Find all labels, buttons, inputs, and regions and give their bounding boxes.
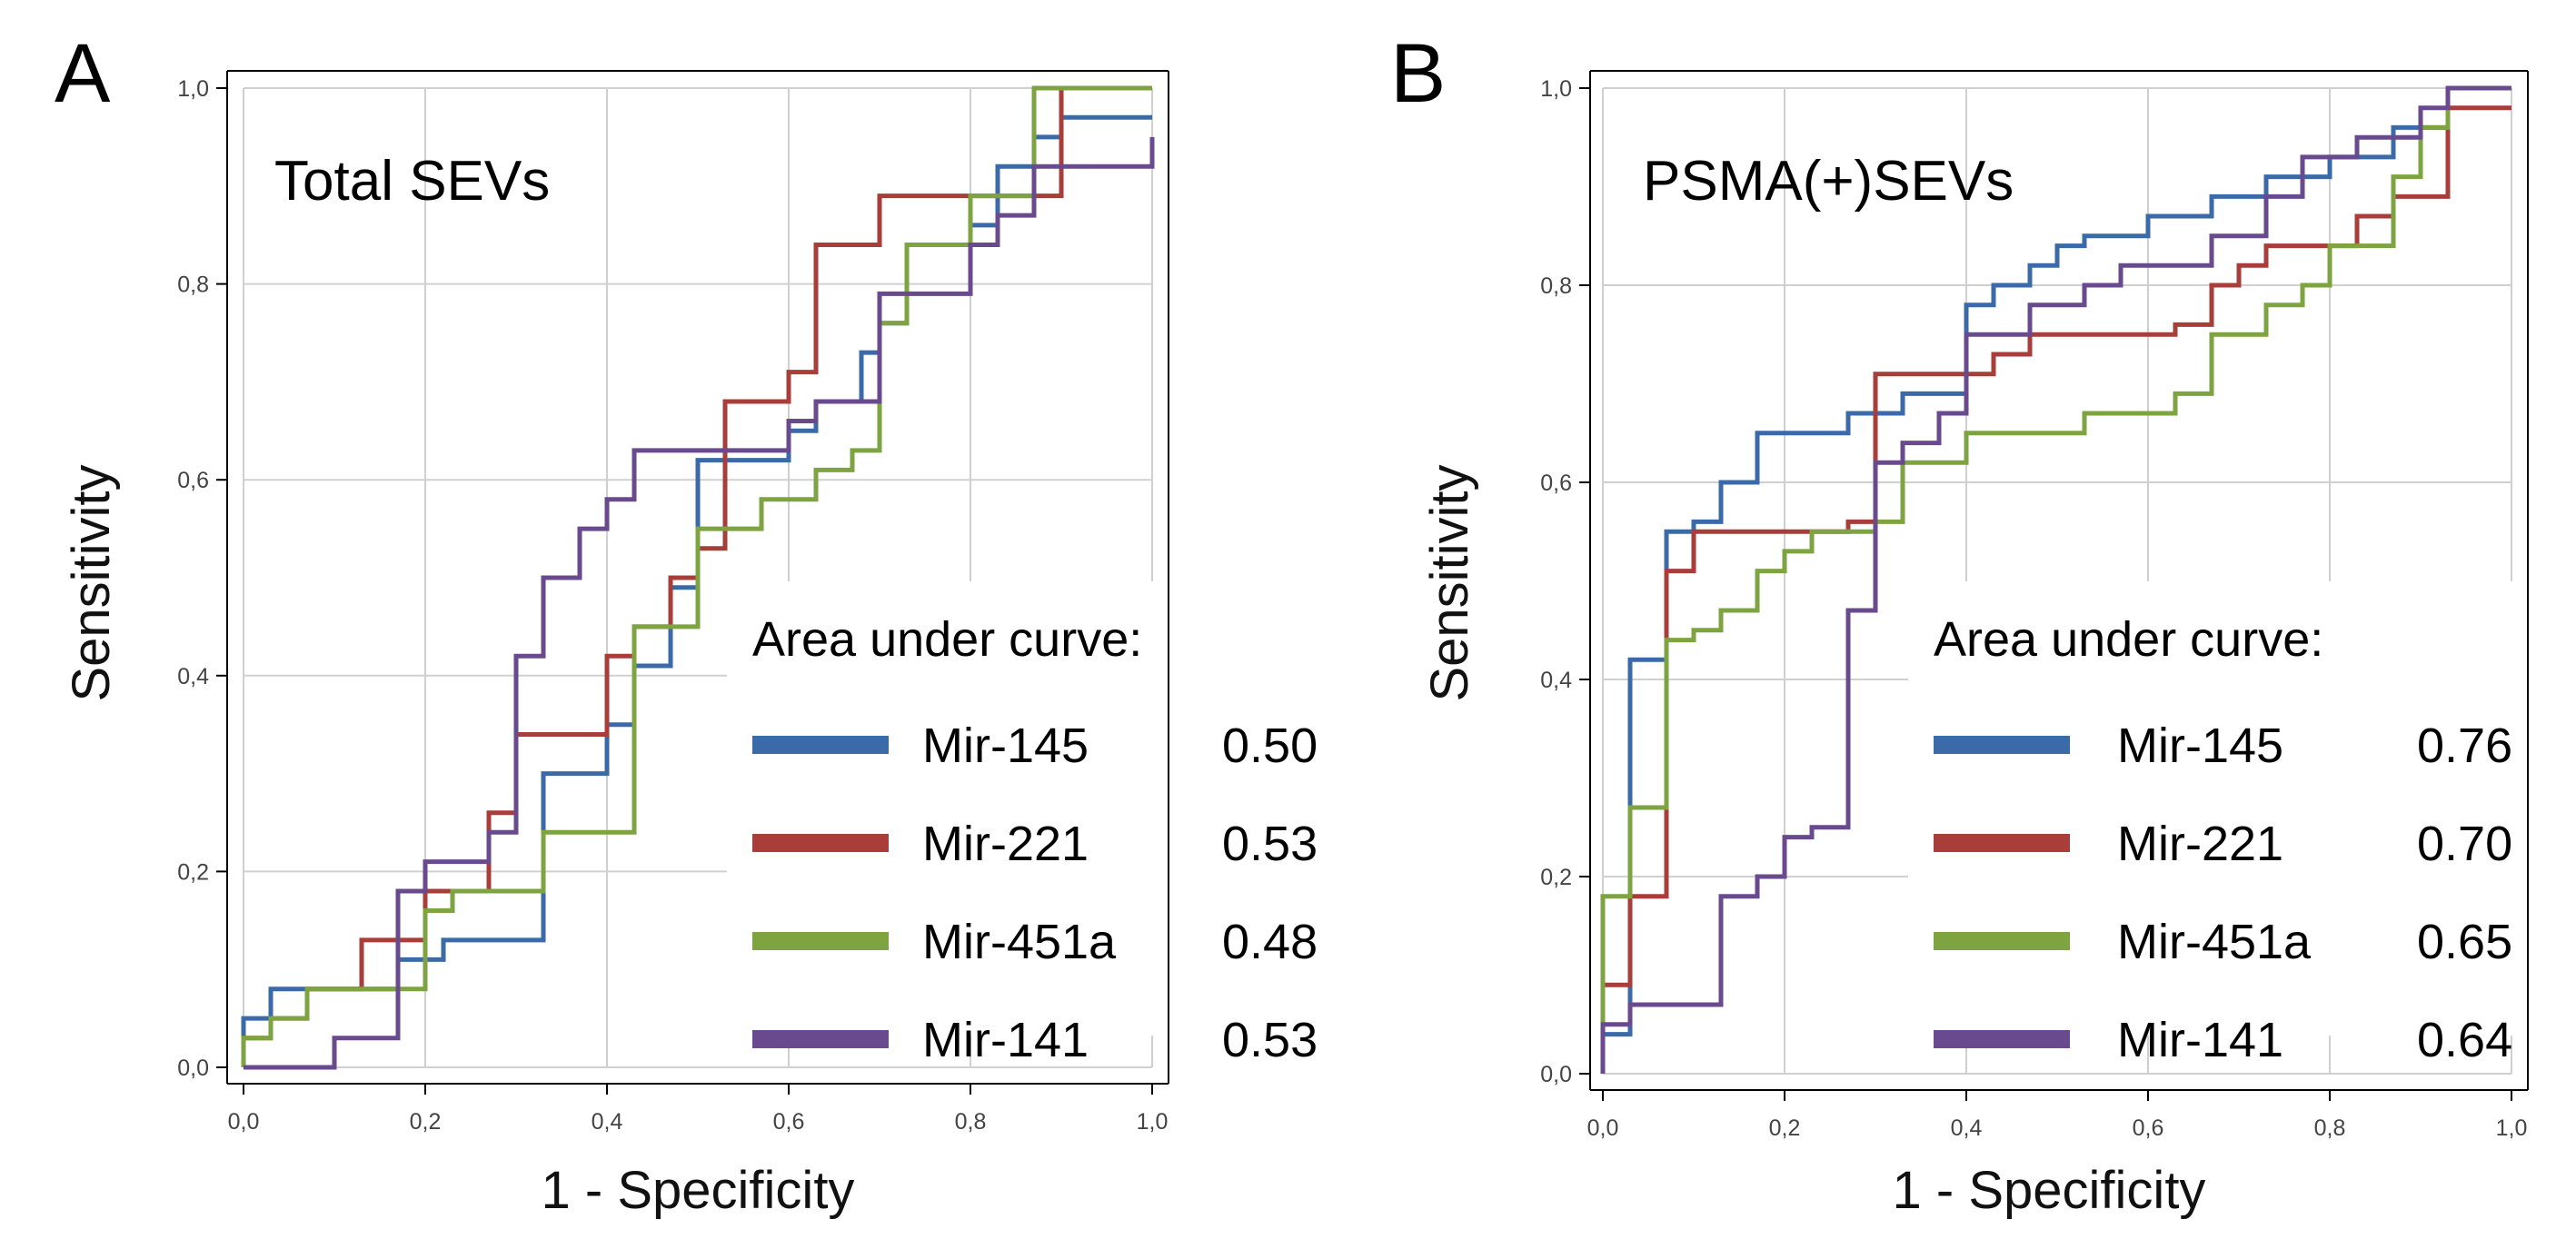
legend-auc-mir-221: 0.53	[1222, 817, 1318, 871]
x-axis-title: 1 - Specificity	[542, 1161, 855, 1220]
roc-line-mir-451a	[241, 85, 1152, 1067]
legend-title: Area under curve:	[752, 612, 1142, 667]
legend-swatch-mir-141	[1934, 1030, 2070, 1048]
legend-label-mir-451a: Mir-451a	[2117, 915, 2312, 969]
legend-swatch-mir-221	[1934, 834, 2070, 852]
roc-line-mir-141	[1600, 85, 2511, 1074]
legend-auc-mir-141: 0.64	[2417, 1013, 2512, 1067]
legend-swatch-mir-451a	[752, 932, 889, 950]
y-tick-label: 1,0	[177, 76, 209, 102]
legend-swatch-mir-221	[752, 834, 889, 852]
y-tick-label: 0,2	[1540, 865, 1572, 890]
roc-line-mir-145	[1600, 85, 2511, 1074]
legend-title: Area under curve:	[1934, 612, 2323, 667]
legend-auc-mir-451a: 0.65	[2417, 915, 2512, 969]
legend-label-mir-141: Mir-141	[922, 1013, 1089, 1067]
legend-auc-mir-145: 0.76	[2417, 719, 2512, 773]
x-tick-label: 0,6	[2133, 1115, 2164, 1141]
x-tick-label: 0,4	[592, 1109, 623, 1135]
legend-label-mir-221: Mir-221	[922, 817, 1089, 871]
roc-line-mir-451a	[1600, 85, 2511, 1074]
y-tick-label: 0,2	[177, 859, 209, 885]
y-tick-label: 0,6	[177, 468, 209, 493]
y-axis-title: Sensitivity	[1420, 464, 1479, 701]
roc-panel-a: A 0,0 0,2 0,4 0,6 0,8 1,0 0,0 0,2 0,4 0,6 0,8 1,0 Tot…	[55, 27, 1318, 1220]
legend-auc-mir-145: 0.50	[1222, 719, 1318, 773]
legend-background	[727, 581, 1163, 1036]
chart-title: PSMA(+)SEVs	[1643, 150, 2014, 213]
roc-line-mir-141	[244, 136, 1155, 1070]
legend-auc-mir-141: 0.53	[1222, 1013, 1318, 1067]
y-tick-label: 0,0	[177, 1056, 209, 1081]
x-tick-label: 0,4	[1951, 1115, 1983, 1141]
x-tick-label: 0,6	[773, 1109, 805, 1135]
y-tick-label: 1,0	[1540, 76, 1572, 102]
x-tick-label: 0,8	[955, 1109, 987, 1135]
x-tick-label: 1,0	[1137, 1109, 1169, 1135]
x-axis-title: 1 - Specificity	[1893, 1161, 2206, 1220]
y-axis-title: Sensitivity	[62, 464, 121, 701]
legend-label-mir-221: Mir-221	[2117, 817, 2283, 871]
legend-auc-mir-221: 0.70	[2417, 817, 2512, 871]
legend-label-mir-141: Mir-141	[2117, 1013, 2283, 1067]
legend-swatch-mir-145	[1934, 736, 2070, 754]
y-tick-label: 0,0	[1540, 1062, 1572, 1087]
legend-swatch-mir-141	[752, 1030, 889, 1048]
x-tick-label: 0,0	[1587, 1115, 1619, 1141]
panel-letter: A	[55, 27, 111, 120]
legend-background	[1908, 581, 2526, 1036]
x-tick-label: 0,0	[228, 1109, 260, 1135]
y-tick-label: 0,8	[1540, 273, 1572, 299]
y-tick-label: 0,4	[1540, 668, 1572, 693]
panel-letter: B	[1390, 27, 1446, 120]
x-tick-label: 0,8	[2314, 1115, 2346, 1141]
y-tick-label: 0,8	[177, 273, 209, 298]
legend-label-mir-451a: Mir-451a	[922, 915, 1117, 969]
roc-panel-b: B 0,0 0,2 0,4 0,6 0,8 1,0 0,0 0,2 0,4 0,6 0,8 1,0 PSM…	[1390, 27, 2529, 1220]
x-tick-label: 0,2	[1769, 1115, 1801, 1141]
legend-auc-mir-451a: 0.48	[1222, 915, 1318, 969]
legend-swatch-mir-451a	[1934, 932, 2070, 950]
chart-title: Total SEVs	[274, 150, 550, 213]
x-tick-label: 1,0	[2496, 1115, 2528, 1141]
legend-label-mir-145: Mir-145	[2117, 719, 2283, 773]
legend-swatch-mir-145	[752, 736, 889, 754]
y-tick-label: 0,4	[177, 664, 209, 689]
y-tick-label: 0,6	[1540, 471, 1572, 496]
legend-label-mir-145: Mir-145	[922, 719, 1089, 773]
x-tick-label: 0,2	[410, 1109, 442, 1135]
